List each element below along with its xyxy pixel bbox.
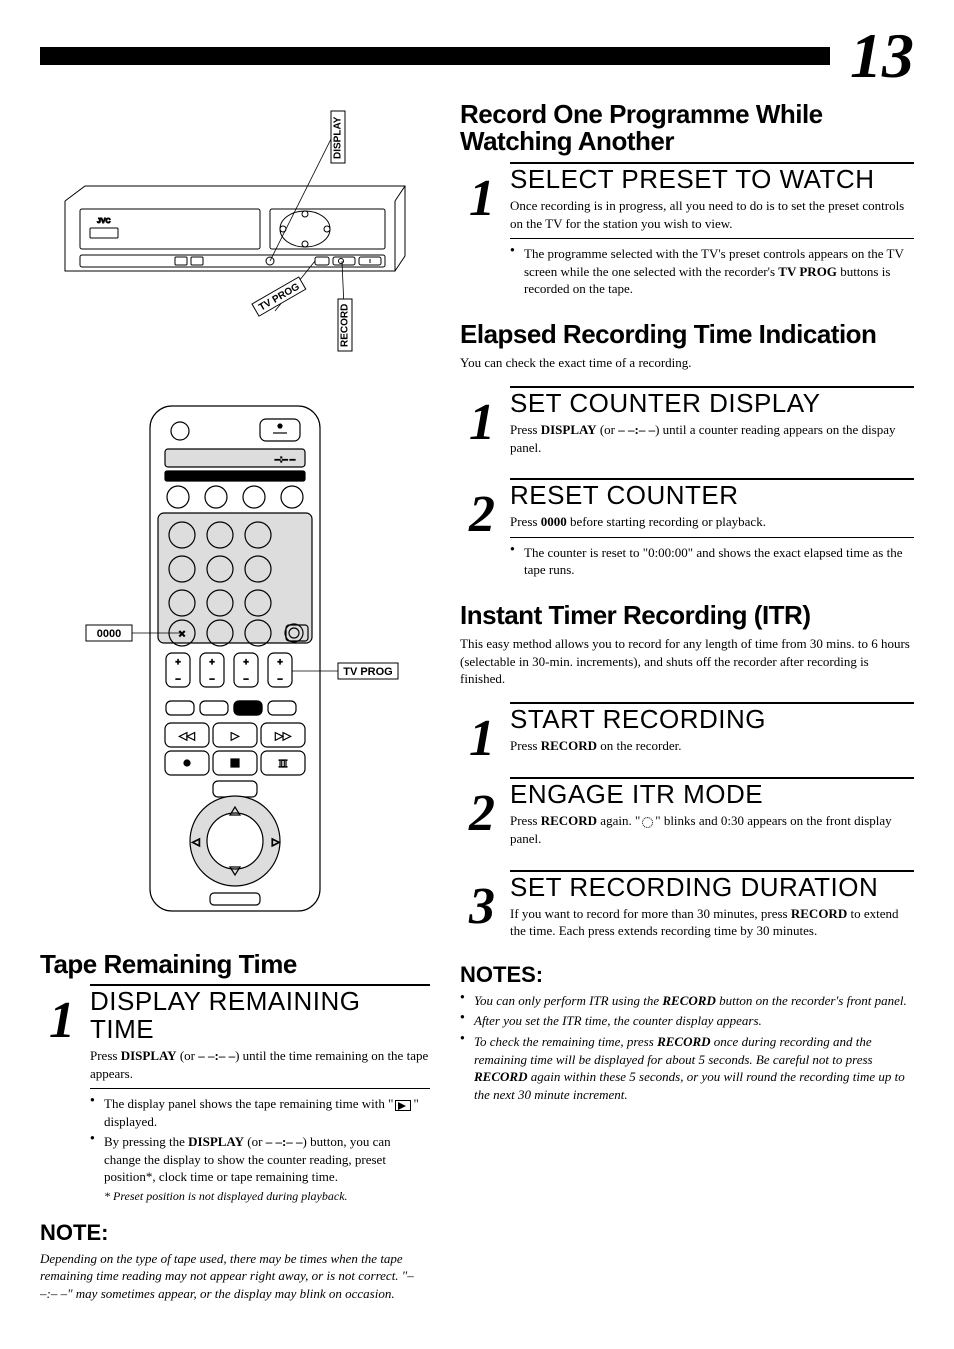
step-title: DISPLAY REMAINING TIME	[90, 984, 430, 1043]
svg-text:II: II	[279, 758, 288, 770]
step-title: RESET COUNTER	[510, 478, 914, 509]
step-desc: Once recording is in progress, all you n…	[510, 197, 914, 232]
step-bullet: The counter is reset to "0:00:00" and sh…	[510, 544, 914, 579]
header-black-bar	[40, 47, 830, 65]
svg-text:+: +	[209, 657, 214, 667]
callout-tvprog-remote: TV PROG	[343, 666, 393, 678]
svg-text:◀◀: ◀◀	[179, 731, 195, 742]
page-number: 13	[850, 30, 914, 81]
step-reset-counter: 2 RESET COUNTER Press 0000 before starti…	[460, 478, 914, 582]
svg-text:−: −	[209, 674, 214, 684]
step-number: 1	[49, 984, 75, 1043]
step-desc: Press DISPLAY (or – –:– –) until the tim…	[90, 1047, 430, 1082]
note-body: Depending on the type of tape used, ther…	[40, 1250, 430, 1303]
section-elapsed-title: Elapsed Recording Time Indication	[460, 321, 914, 348]
svg-text:−: −	[175, 674, 180, 684]
step-set-duration: 3 SET RECORDING DURATION If you want to …	[460, 870, 914, 946]
step-number: 1	[469, 162, 495, 221]
step-number: 1	[469, 702, 495, 761]
notes-list: You can only perform ITR using the RECOR…	[460, 992, 914, 1103]
section-tape-remaining-title: Tape Remaining Time	[40, 951, 430, 978]
step-title: SET COUNTER DISPLAY	[510, 386, 914, 417]
step-desc: Press RECORD on the recorder.	[510, 737, 914, 755]
step-bullet: The programme selected with the TV's pre…	[510, 245, 914, 298]
step-title: ENGAGE ITR MODE	[510, 777, 914, 808]
step-display-remaining: 1 DISPLAY REMAINING TIME Press DISPLAY (…	[40, 984, 430, 1203]
step-number: 3	[469, 870, 495, 929]
step-desc: Press RECORD again. "" blinks and 0:30 a…	[510, 812, 914, 847]
svg-text:−: −	[243, 674, 248, 684]
svg-text:▶: ▶	[231, 731, 239, 742]
step-number: 2	[469, 777, 495, 836]
section-record-watch-title: Record One Programme While Watching Anot…	[460, 101, 914, 156]
step-title: SELECT PRESET TO WATCH	[510, 162, 914, 193]
notes-heading: NOTES:	[460, 962, 914, 988]
step-desc: If you want to record for more than 30 m…	[510, 905, 914, 940]
step-desc: Press 0000 before starting recording or …	[510, 513, 914, 531]
step-bullet: By pressing the DISPLAY (or – –:– –) but…	[90, 1133, 430, 1186]
step-engage-itr: 2 ENGAGE ITR MODE Press RECORD again. ""…	[460, 777, 914, 853]
svg-text:+: +	[243, 657, 248, 667]
notes-item: To check the remaining time, press RECOR…	[460, 1033, 914, 1103]
section-itr-subtitle: This easy method allows you to record fo…	[460, 635, 914, 688]
svg-text:–:– –: –:– –	[275, 454, 295, 464]
svg-text:−: −	[277, 674, 282, 684]
callout-record: RECORD	[340, 304, 351, 347]
step-bullet: The display panel shows the tape remaini…	[90, 1095, 430, 1130]
remote-illustration: –:– – ✕ + −	[40, 401, 430, 921]
step-number: 2	[469, 478, 495, 537]
svg-text:▶▶: ▶▶	[275, 731, 291, 742]
section-elapsed-subtitle: You can check the exact time of a record…	[460, 354, 914, 372]
step-start-recording: 1 START RECORDING Press RECORD on the re…	[460, 702, 914, 761]
note-heading: NOTE:	[40, 1220, 430, 1246]
svg-text:◁: ◁	[192, 837, 200, 848]
svg-text:✕: ✕	[178, 629, 186, 639]
svg-text:+: +	[175, 657, 180, 667]
svg-text:▷: ▷	[272, 837, 280, 848]
step-footnote: * Preset position is not displayed durin…	[90, 1189, 430, 1204]
step-select-preset: 1 SELECT PRESET TO WATCH Once recording …	[460, 162, 914, 301]
notes-item: After you set the ITR time, the counter …	[460, 1012, 914, 1030]
svg-text:+: +	[277, 657, 282, 667]
step-desc: Press DISPLAY (or – –:– –) until a count…	[510, 421, 914, 456]
svg-text:JVC: JVC	[97, 218, 111, 225]
vcr-device-illustration: JVC	[40, 101, 430, 371]
page-header: 13	[40, 30, 914, 81]
callout-display: DISPLAY	[333, 116, 344, 159]
notes-item: You can only perform ITR using the RECOR…	[460, 992, 914, 1010]
step-number: 1	[469, 386, 495, 445]
step-title: START RECORDING	[510, 702, 914, 733]
callout-0000: 0000	[97, 628, 121, 640]
section-itr-title: Instant Timer Recording (ITR)	[460, 602, 914, 629]
step-title: SET RECORDING DURATION	[510, 870, 914, 901]
circle-icon	[642, 817, 653, 828]
tape-icon	[395, 1100, 411, 1111]
step-set-counter: 1 SET COUNTER DISPLAY Press DISPLAY (or …	[460, 386, 914, 462]
